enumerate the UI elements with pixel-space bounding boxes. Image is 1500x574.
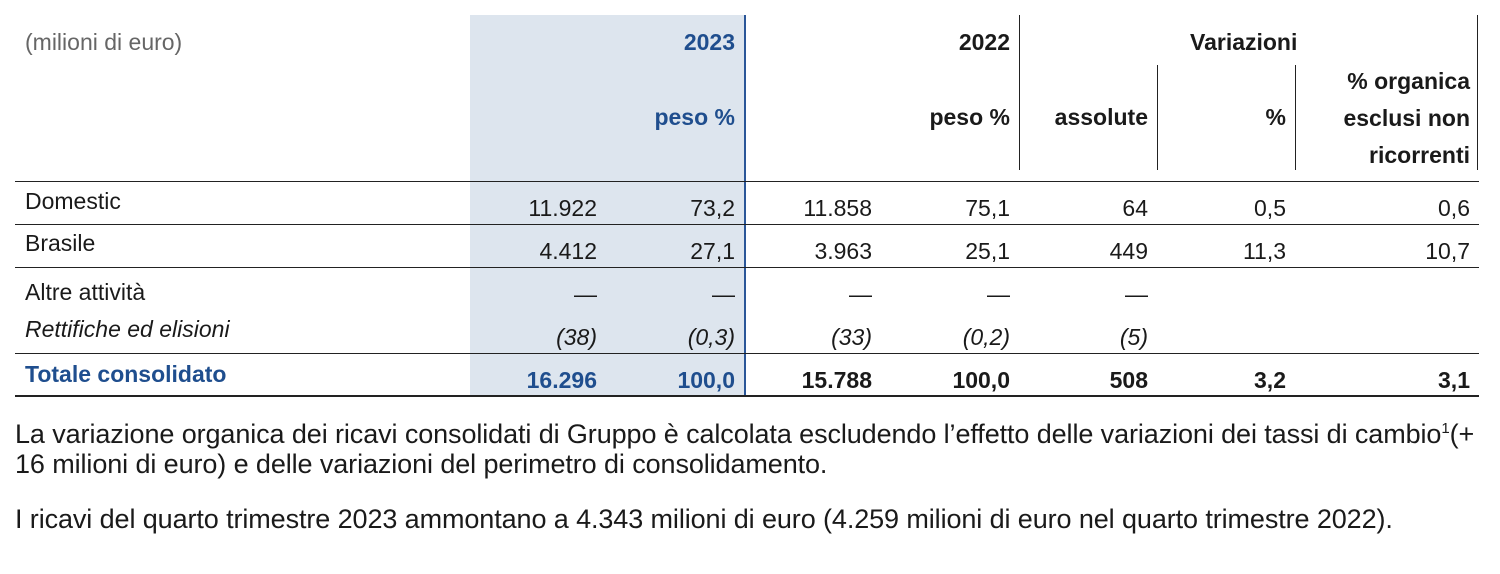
cell-organica: 0,6 xyxy=(1438,195,1470,221)
cell-value-2023: 11.922 xyxy=(528,195,597,221)
cell-value-2023: 4.412 xyxy=(539,238,597,264)
note-text: La variazione organica dei ricavi consol… xyxy=(15,419,1442,449)
header-pct: % xyxy=(1265,104,1286,130)
row-rule-2 xyxy=(15,267,1479,268)
cell-peso-2022: 75,1 xyxy=(965,195,1010,221)
cell-peso-2023: 100,0 xyxy=(677,367,735,393)
cell-assolute: 449 xyxy=(1109,238,1148,264)
table-bottom-rule xyxy=(15,395,1479,397)
cell-assolute: 64 xyxy=(1122,195,1148,221)
cell-peso-2023: — xyxy=(712,281,735,307)
unit-label: (milioni di euro) xyxy=(25,29,183,55)
divider-2022 xyxy=(1019,15,1020,170)
cell-value-2022: (33) xyxy=(831,324,872,350)
divider-pct xyxy=(1295,65,1296,170)
row-label-rettifiche: Rettifiche ed elisioni xyxy=(25,316,230,342)
cell-peso-2023: 27,1 xyxy=(690,238,735,264)
cell-peso-2022: 100,0 xyxy=(952,367,1010,393)
cell-value-2022: 15.788 xyxy=(801,367,872,393)
note-paragraph-organic: La variazione organica dei ricavi consol… xyxy=(15,419,1475,479)
cell-value-2022: 11.858 xyxy=(803,195,872,221)
cell-peso-2022: 25,1 xyxy=(965,238,1010,264)
header-organica-line2: esclusi non xyxy=(1343,105,1470,131)
cell-value-2022: — xyxy=(849,281,872,307)
row-label-brasile: Brasile xyxy=(25,230,96,256)
cell-value-2023: (38) xyxy=(556,324,597,350)
note-text: (+ 16 milioni di euro) e delle variazion… xyxy=(15,419,1475,479)
header-rule xyxy=(15,181,1479,182)
cell-pct: 3,2 xyxy=(1254,367,1286,393)
divider-assolute xyxy=(1157,65,1158,170)
cell-value-2022: 3.963 xyxy=(814,238,872,264)
header-organica-line1: % organica xyxy=(1347,68,1470,94)
divider-2023 xyxy=(744,15,746,395)
cell-peso-2023: 73,2 xyxy=(690,195,735,221)
header-assolute: assolute xyxy=(1054,104,1148,130)
cell-peso-2022: — xyxy=(987,281,1010,307)
cell-value-2023: 16.296 xyxy=(526,367,597,393)
header-organica-line3: ricorrenti xyxy=(1369,142,1470,168)
cell-pct: 0,5 xyxy=(1254,195,1286,221)
cell-assolute: — xyxy=(1125,281,1148,307)
cell-peso-2022: (0,2) xyxy=(962,324,1010,350)
cell-assolute: (5) xyxy=(1119,324,1148,350)
note-paragraph-q4: I ricavi del quarto trimestre 2023 ammon… xyxy=(15,504,1393,534)
cell-organica: 10,7 xyxy=(1425,238,1470,264)
header-year-2023: 2023 xyxy=(683,29,735,55)
row-rule-3 xyxy=(15,353,1479,354)
header-peso-2022: peso % xyxy=(929,104,1010,130)
cell-pct: 11,3 xyxy=(1242,238,1286,264)
divider-right xyxy=(1477,15,1478,170)
header-year-2022: 2022 xyxy=(958,29,1010,55)
cell-assolute: 508 xyxy=(1109,367,1148,393)
header-peso-2023: peso % xyxy=(654,104,735,130)
highlight-column-2023 xyxy=(470,15,745,395)
row-label-totale: Totale consolidato xyxy=(25,361,227,387)
cell-organica: 3,1 xyxy=(1438,367,1470,393)
cell-peso-2023: (0,3) xyxy=(687,324,735,350)
row-label-altre-attivita: Altre attività xyxy=(25,279,146,305)
row-rule-1 xyxy=(15,224,1479,225)
row-label-domestic: Domestic xyxy=(25,188,121,214)
footnote-marker: 1 xyxy=(1441,420,1450,437)
header-variazioni: Variazioni xyxy=(1190,29,1298,55)
cell-value-2023: — xyxy=(574,281,597,307)
